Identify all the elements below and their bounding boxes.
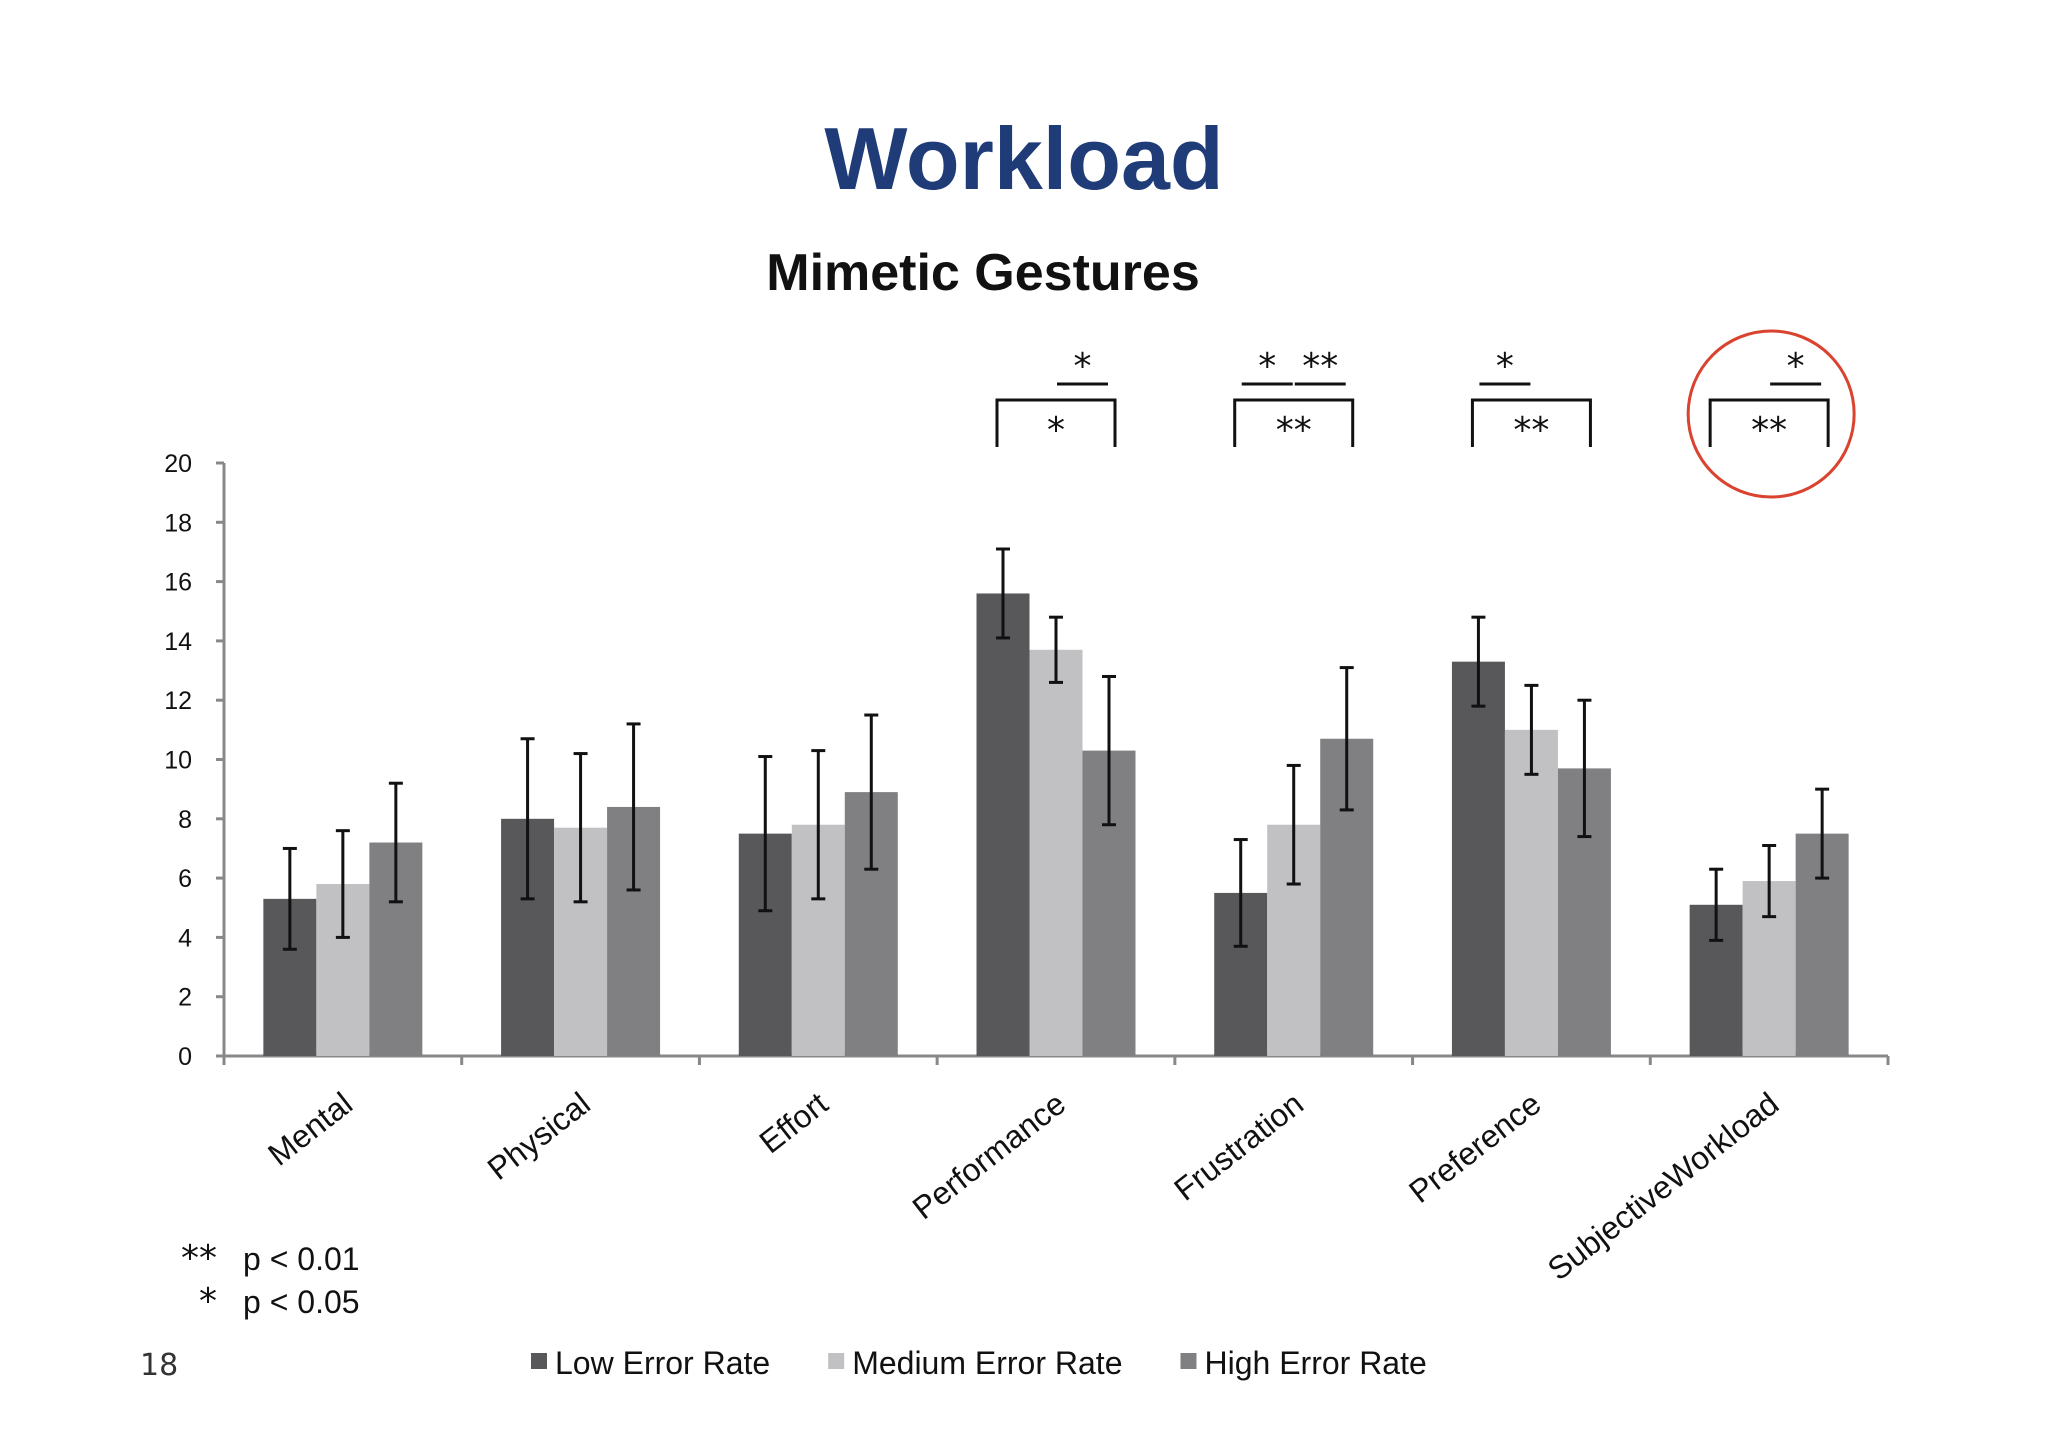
error-bar	[1102, 674, 1116, 827]
svg-text:*: *	[1047, 410, 1065, 451]
y-tick-label: 6	[178, 865, 192, 893]
category-label: Effort	[753, 1085, 835, 1160]
legend-swatch	[531, 1353, 547, 1369]
significance-marker: **	[1233, 398, 1355, 451]
legend-label: High Error Rate	[1204, 1345, 1426, 1381]
error-bar	[1471, 615, 1486, 708]
svg-text:*: *	[1258, 346, 1276, 387]
significance-marker: *	[995, 398, 1117, 451]
category-label: SubjectiveWorkload	[1541, 1085, 1786, 1287]
svg-text:*: *	[1074, 346, 1092, 387]
chart-error-bars	[282, 547, 1830, 951]
significance-marker: *	[1479, 346, 1531, 387]
category-label: Physical	[481, 1085, 597, 1187]
error-bar	[1233, 838, 1248, 948]
y-tick-label: 18	[164, 509, 192, 537]
slide-number: 18	[140, 1348, 178, 1383]
significance-marker: *	[1057, 346, 1108, 387]
svg-text:**: **	[1751, 410, 1787, 451]
error-bar	[520, 737, 535, 901]
error-bar	[996, 547, 1010, 640]
svg-text:**: **	[1513, 410, 1549, 451]
y-tick-label: 4	[178, 924, 192, 952]
significance-marker: **	[1294, 346, 1346, 387]
legend-label: Medium Error Rate	[852, 1345, 1122, 1381]
error-bar	[811, 749, 826, 901]
y-tick-label: 8	[178, 806, 192, 834]
significance-notes: ** p < 0.01 * p < 0.05	[181, 1238, 360, 1322]
chart-title: Mimetic Gestures	[766, 244, 1200, 302]
legend-item: High Error Rate	[1180, 1345, 1427, 1381]
y-tick-label: 16	[164, 569, 192, 597]
slide-title: Workload	[824, 109, 1224, 208]
error-bar	[1762, 843, 1777, 919]
legend-item: Medium Error Rate	[828, 1345, 1122, 1381]
category-labels: Mental Physical Effort Performance Frustrati…	[261, 1085, 1785, 1287]
chart-bars	[263, 593, 1849, 1056]
y-tick-label: 2	[178, 984, 192, 1012]
y-tick-label: 0	[178, 1043, 192, 1071]
note-symbol: *	[199, 1281, 217, 1322]
chart-legend: Low Error Rate Medium Error Rate High Erro…	[531, 1345, 1427, 1381]
error-bar	[1815, 787, 1830, 880]
svg-text:**: **	[1302, 346, 1338, 387]
significance-marker: **	[1470, 398, 1592, 451]
bar-preference-low-error-rate	[1451, 661, 1505, 1056]
error-bar	[1577, 698, 1592, 839]
category-label: Performance	[906, 1085, 1073, 1226]
significance-marker: **	[1708, 398, 1830, 451]
error-bar	[282, 846, 297, 951]
note-text: p < 0.01	[243, 1241, 360, 1277]
legend-item: Low Error Rate	[531, 1345, 770, 1381]
error-bar	[758, 755, 773, 913]
note-symbol: **	[181, 1238, 217, 1279]
category-label: Preference	[1402, 1085, 1548, 1210]
error-bar	[388, 781, 403, 904]
error-bar	[1286, 763, 1301, 886]
y-tick-label: 12	[164, 687, 192, 715]
error-bar	[1709, 867, 1724, 942]
error-bar	[626, 722, 641, 892]
category-label: Mental	[261, 1085, 359, 1173]
significance-marker: *	[1770, 346, 1822, 387]
y-tick-label: 14	[164, 628, 192, 656]
error-bar	[1049, 615, 1063, 684]
svg-text:**: **	[1276, 410, 1312, 451]
note-text: p < 0.05	[243, 1284, 360, 1320]
legend-label: Low Error Rate	[555, 1345, 770, 1381]
highlight-circle	[1686, 329, 1856, 499]
error-bar	[573, 752, 588, 904]
error-bar	[335, 829, 350, 939]
bar-performance-medium-error-rate	[1029, 649, 1083, 1056]
error-bar	[1339, 666, 1354, 812]
significance-marker: *	[1241, 346, 1293, 387]
svg-text:*: *	[1496, 346, 1514, 387]
bar-performance-low-error-rate	[976, 593, 1030, 1056]
error-bar	[864, 713, 879, 871]
y-tick-label: 20	[164, 450, 192, 478]
significance-markers: *** **********	[995, 329, 1856, 499]
legend-swatch	[828, 1353, 845, 1369]
bar-preference-medium-error-rate	[1504, 729, 1558, 1056]
error-bar	[1524, 683, 1539, 776]
svg-text:*: *	[1787, 346, 1805, 387]
legend-swatch	[1180, 1353, 1197, 1369]
y-tick-label: 10	[164, 747, 192, 775]
category-label: Frustration	[1167, 1085, 1310, 1208]
